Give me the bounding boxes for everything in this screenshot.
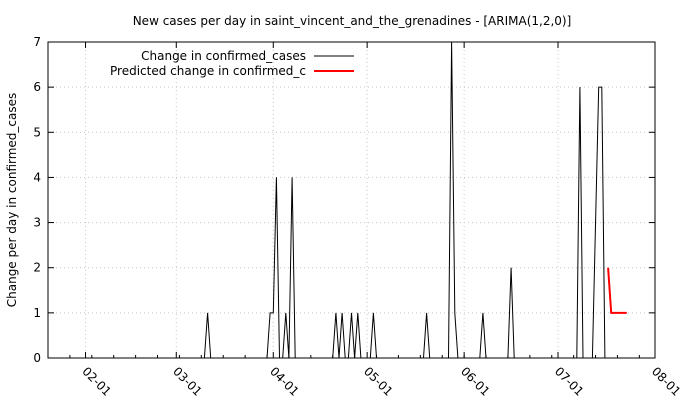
legend-label: Change in confirmed_cases <box>141 49 306 63</box>
y-tick-label: 3 <box>33 216 41 230</box>
plot-frame <box>47 41 656 359</box>
x-tick-label: 03-01 <box>170 364 205 399</box>
legend-label: Predicted change in confirmed_c <box>110 64 306 78</box>
y-tick-label: 5 <box>33 125 41 139</box>
x-tick-label: 02-01 <box>79 364 114 399</box>
y-axis-label: Change per day in confirmed_cases <box>5 93 19 308</box>
x-tick-label: 05-01 <box>361 364 396 399</box>
y-axis: 0 1 2 3 4 5 6 7 <box>33 35 655 365</box>
x-axis: 02-01 03-01 04-01 05-01 06-01 07-01 08-01 <box>47 42 680 399</box>
y-tick-label: 4 <box>33 170 41 184</box>
y-tick-label: 1 <box>33 306 41 320</box>
grid <box>48 42 655 358</box>
series-layer <box>203 41 627 359</box>
chart-title: New cases per day in saint_vincent_and_t… <box>133 14 572 28</box>
x-tick-label: 07-01 <box>552 364 587 399</box>
x-tick-label: 06-01 <box>458 364 493 399</box>
y-tick-label: 2 <box>33 261 41 275</box>
y-tick-label: 7 <box>33 35 41 49</box>
x-tick-label: 04-01 <box>267 364 302 399</box>
series-line-predicted <box>607 267 627 314</box>
x-tick-label: 08-01 <box>649 364 680 399</box>
y-tick-label: 0 <box>33 351 41 365</box>
series-line-actual <box>203 41 606 359</box>
y-tick-label: 6 <box>33 80 41 94</box>
